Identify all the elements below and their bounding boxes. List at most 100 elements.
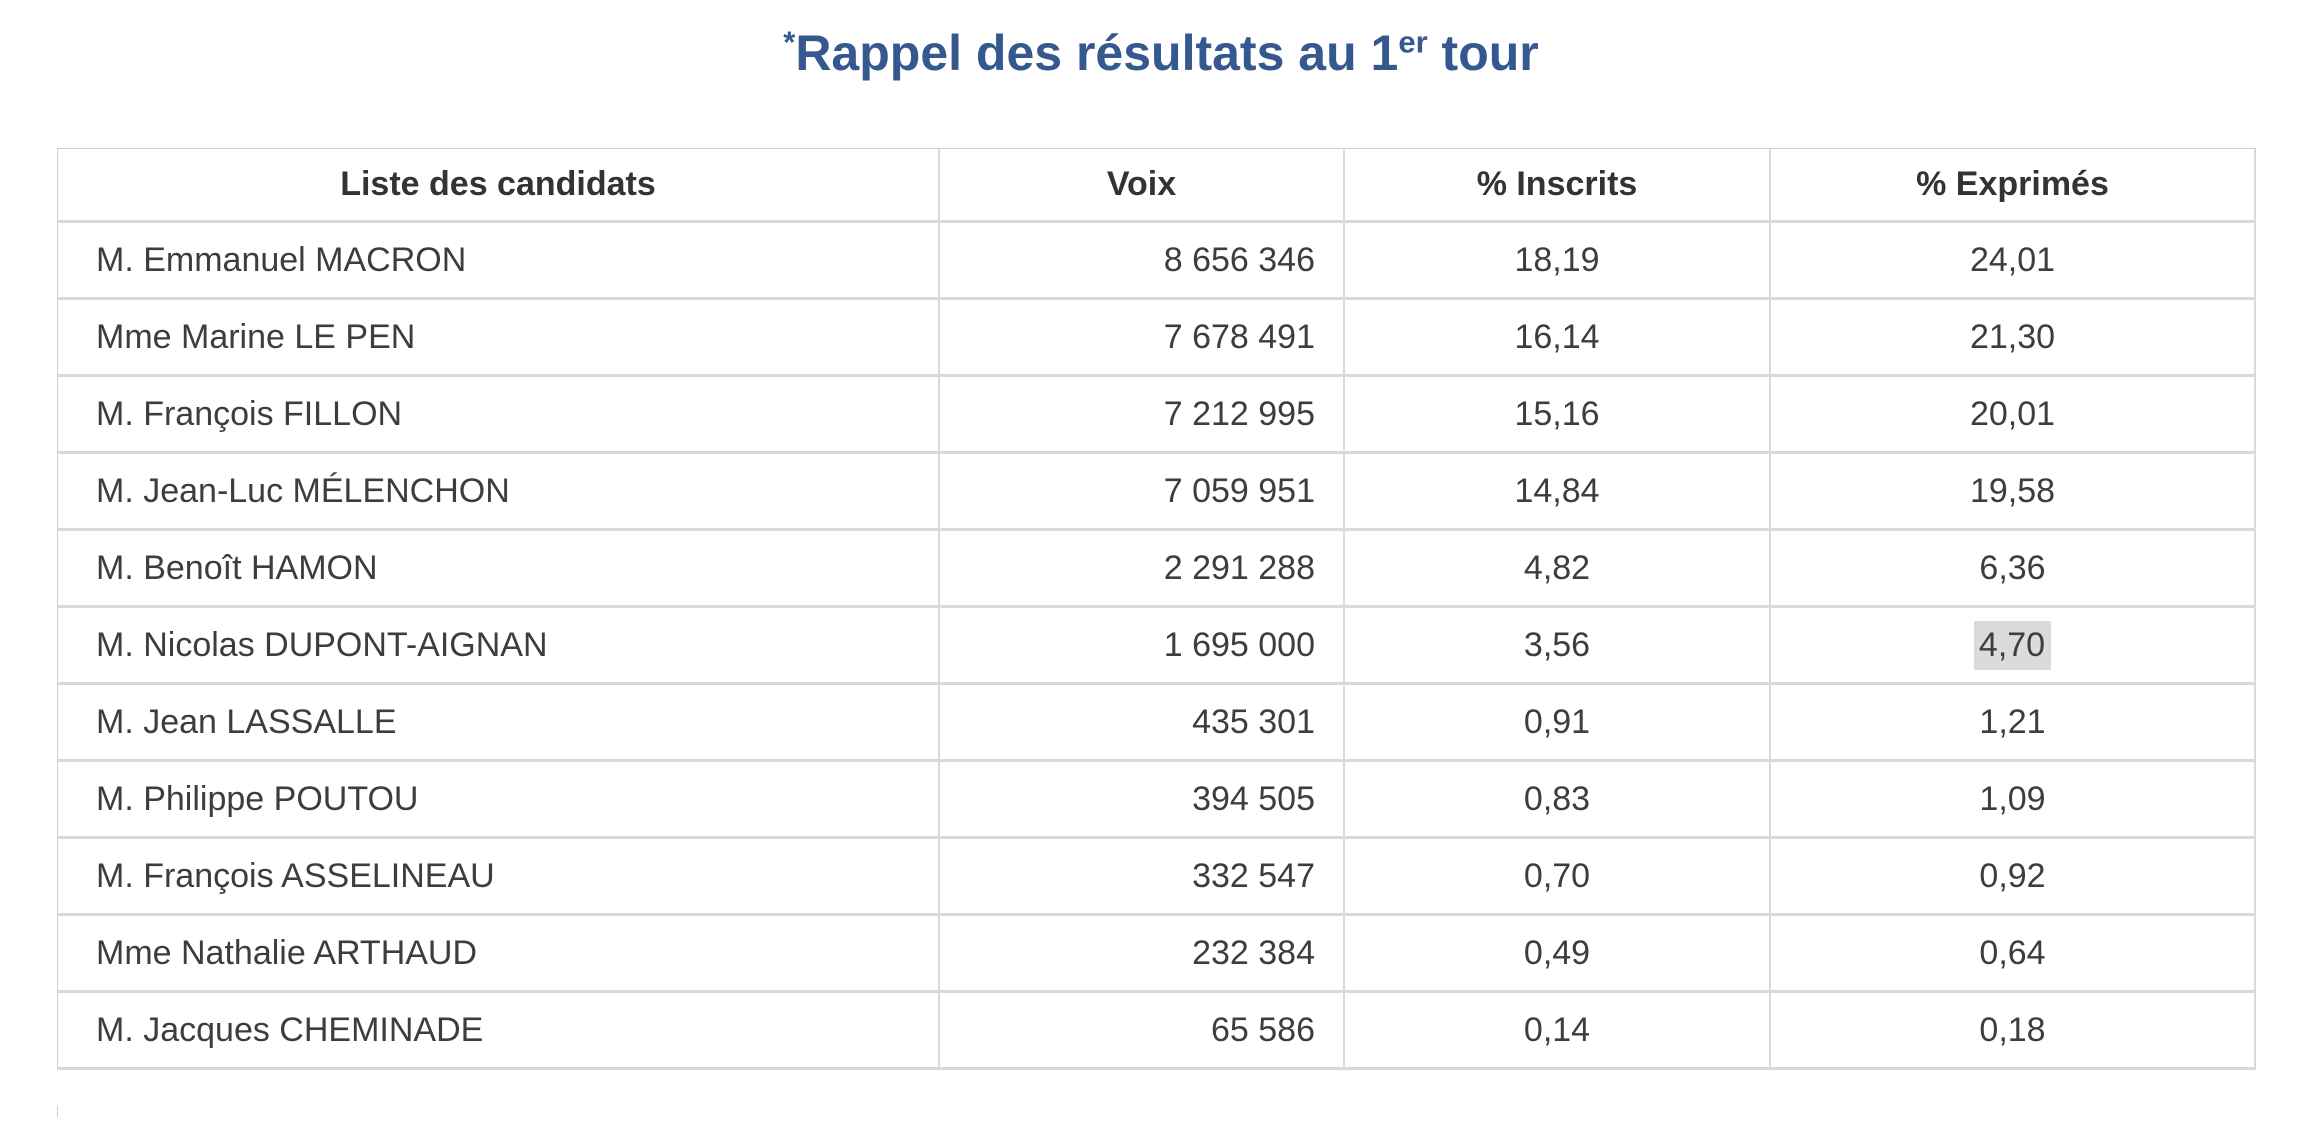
candidate-name: Mme Nathalie ARTHAUD (96, 933, 478, 972)
table-row: M. Jean LASSALLE 435 301 0,91 1,21 (58, 685, 2254, 762)
voix-value: 332 547 (1192, 856, 1315, 895)
pct-exprimes-cell: 24,01 (1769, 223, 2254, 300)
pct-inscrits-cell: 0,83 (1343, 762, 1769, 839)
table-row: M. François ASSELINEAU 332 547 0,70 0,92 (58, 839, 2254, 916)
candidate-name-cell: M. Philippe POUTOU (58, 762, 938, 839)
pct-exprimes-value: 6,36 (1979, 548, 2046, 587)
voix-value: 7 059 951 (1163, 471, 1315, 510)
pct-exprimes-value: 1,09 (1979, 779, 2046, 818)
pct-inscrits-cell: 3,56 (1343, 608, 1769, 685)
pct-exprimes-cell: 1,21 (1769, 685, 2254, 762)
pct-exprimes-value: 1,21 (1979, 702, 2046, 741)
voix-cell: 65 586 (938, 993, 1343, 1070)
candidate-name-cell: Mme Nathalie ARTHAUD (58, 916, 938, 993)
pct-inscrits-value: 0,70 (1523, 856, 1591, 895)
pct-inscrits-value: 0,14 (1523, 1010, 1591, 1049)
candidate-name-cell: M. Jean-Luc MÉLENCHON (58, 454, 938, 531)
pct-inscrits-cell: 4,82 (1343, 531, 1769, 608)
candidate-name: M. Jean LASSALLE (96, 702, 397, 741)
pct-exprimes-cell: 20,01 (1769, 377, 2254, 454)
pct-exprimes-cell: 0,92 (1769, 839, 2254, 916)
pct-exprimes-cell: 4,70 (1769, 608, 2254, 685)
title-ordinal-superscript: er (1398, 24, 1428, 60)
table-row: Mme Nathalie ARTHAUD 232 384 0,49 0,64 (58, 916, 2254, 993)
pct-inscrits-cell: 18,19 (1343, 223, 1769, 300)
voix-value: 65 586 (1211, 1010, 1315, 1049)
title-main-text: Rappel des résultats au 1 (795, 25, 1399, 81)
pct-inscrits-cell: 0,14 (1343, 993, 1769, 1070)
pct-inscrits-cell: 0,91 (1343, 685, 1769, 762)
voix-cell: 232 384 (938, 916, 1343, 993)
page-title: *Rappel des résultats au 1er tour (0, 22, 2322, 85)
voix-cell: 7 212 995 (938, 377, 1343, 454)
pct-exprimes-value: 21,30 (1969, 317, 2056, 356)
pct-inscrits-value: 4,82 (1523, 548, 1591, 587)
voix-cell: 435 301 (938, 685, 1343, 762)
pct-inscrits-cell: 0,49 (1343, 916, 1769, 993)
candidate-name: M. Jacques CHEMINADE (96, 1010, 484, 1049)
pct-inscrits-value: 0,49 (1523, 933, 1591, 972)
candidate-name-cell: M. François FILLON (58, 377, 938, 454)
table-row: M. Jacques CHEMINADE 65 586 0,14 0,18 (58, 993, 2254, 1070)
candidate-name: M. Nicolas DUPONT-AIGNAN (96, 625, 548, 664)
voix-value: 7 212 995 (1163, 394, 1315, 433)
pct-exprimes-value-selected: 4,70 (1973, 620, 2052, 670)
pct-inscrits-cell: 15,16 (1343, 377, 1769, 454)
pct-exprimes-cell: 0,64 (1769, 916, 2254, 993)
table-left-border-continuation (57, 1106, 58, 1117)
pct-exprimes-cell: 1,09 (1769, 762, 2254, 839)
results-table: Liste des candidats Voix % Inscrits % Ex… (57, 148, 2256, 1070)
voix-cell: 394 505 (938, 762, 1343, 839)
pct-exprimes-value: 0,64 (1979, 933, 2046, 972)
column-header-pct-exprimes: % Exprimés (1769, 149, 2254, 223)
table-row: M. Philippe POUTOU 394 505 0,83 1,09 (58, 762, 2254, 839)
candidate-name: M. François ASSELINEAU (96, 856, 495, 895)
pct-exprimes-cell: 19,58 (1769, 454, 2254, 531)
candidate-name-cell: M. François ASSELINEAU (58, 839, 938, 916)
pct-exprimes-value: 20,01 (1969, 394, 2056, 433)
voix-cell: 1 695 000 (938, 608, 1343, 685)
pct-inscrits-value: 15,16 (1514, 394, 1600, 433)
candidate-name-cell: M. Nicolas DUPONT-AIGNAN (58, 608, 938, 685)
pct-exprimes-value: 19,58 (1969, 471, 2056, 510)
voix-value: 435 301 (1192, 702, 1315, 741)
candidate-name-cell: M. Jacques CHEMINADE (58, 993, 938, 1070)
voix-cell: 7 678 491 (938, 300, 1343, 377)
table-header: Liste des candidats Voix % Inscrits % Ex… (58, 149, 2254, 223)
table-body: M. Emmanuel MACRON 8 656 346 18,19 24,01… (58, 223, 2254, 1070)
table-row: M. Benoît HAMON 2 291 288 4,82 6,36 (58, 531, 2254, 608)
pct-exprimes-value: 0,92 (1979, 856, 2046, 895)
voix-cell: 7 059 951 (938, 454, 1343, 531)
pct-inscrits-value: 0,91 (1523, 702, 1591, 741)
candidate-name: M. François FILLON (96, 394, 403, 433)
voix-cell: 2 291 288 (938, 531, 1343, 608)
pct-exprimes-value: 24,01 (1969, 240, 2056, 279)
column-header-pct-inscrits: % Inscrits (1343, 149, 1769, 223)
column-header-candidates: Liste des candidats (58, 149, 938, 223)
pct-exprimes-cell: 6,36 (1769, 531, 2254, 608)
pct-inscrits-value: 0,83 (1523, 779, 1591, 818)
candidate-name: M. Benoît HAMON (96, 548, 378, 587)
candidate-name: M. Emmanuel MACRON (96, 240, 467, 279)
candidate-name-cell: Mme Marine LE PEN (58, 300, 938, 377)
pct-inscrits-value: 3,56 (1523, 625, 1591, 664)
candidate-name-cell: M. Benoît HAMON (58, 531, 938, 608)
pct-inscrits-cell: 16,14 (1343, 300, 1769, 377)
table-row: Mme Marine LE PEN 7 678 491 16,14 21,30 (58, 300, 2254, 377)
column-header-voix: Voix (938, 149, 1343, 223)
voix-cell: 8 656 346 (938, 223, 1343, 300)
pct-exprimes-cell: 0,18 (1769, 993, 2254, 1070)
table-row: M. Jean-Luc MÉLENCHON 7 059 951 14,84 19… (58, 454, 2254, 531)
title-asterisk: * (783, 24, 796, 60)
pct-exprimes-cell: 21,30 (1769, 300, 2254, 377)
voix-value: 394 505 (1192, 779, 1315, 818)
header-row: Liste des candidats Voix % Inscrits % Ex… (58, 149, 2254, 223)
pct-inscrits-value: 18,19 (1514, 240, 1600, 279)
candidate-name-cell: M. Jean LASSALLE (58, 685, 938, 762)
pct-inscrits-cell: 0,70 (1343, 839, 1769, 916)
voix-value: 8 656 346 (1163, 240, 1315, 279)
pct-inscrits-cell: 14,84 (1343, 454, 1769, 531)
candidate-name: M. Jean-Luc MÉLENCHON (96, 471, 510, 510)
voix-value: 7 678 491 (1163, 317, 1315, 356)
